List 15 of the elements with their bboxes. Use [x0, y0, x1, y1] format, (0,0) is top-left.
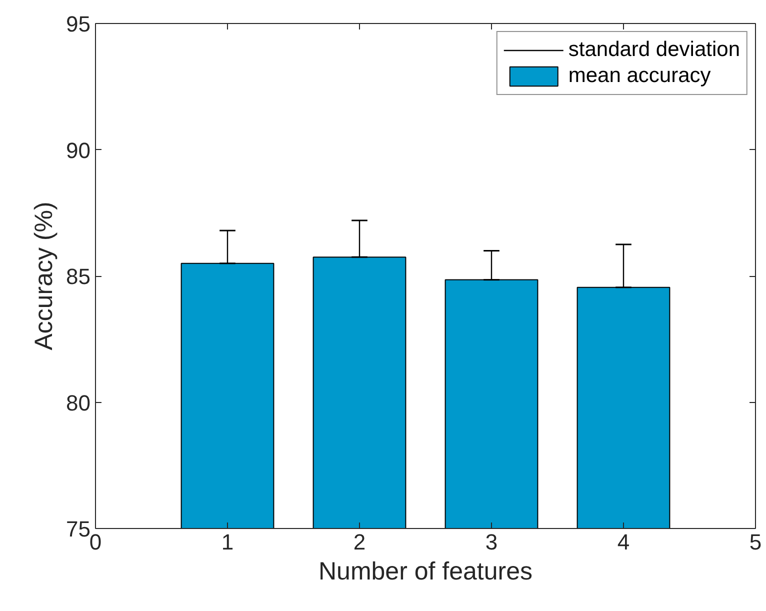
x-tick-label: 0 — [89, 530, 102, 554]
y-tick-label: 90 — [66, 138, 91, 163]
x-tick-label: 4 — [617, 530, 630, 554]
annotation: standard deviation — [568, 38, 740, 62]
x-tick-label: 1 — [221, 530, 234, 554]
y-tick-label: 95 — [66, 12, 91, 36]
y-tick-label: 85 — [66, 264, 91, 289]
legend-label: mean accuracy — [568, 64, 711, 88]
y-tick-label: 80 — [66, 390, 91, 416]
y-axis-title: Accuracy (%) — [30, 202, 58, 350]
x-axis-title: Number of features — [318, 558, 533, 586]
x-tick-label: 5 — [749, 530, 762, 554]
x-tick-label: 2 — [353, 530, 366, 554]
x-tick-label: 3 — [485, 530, 498, 554]
y-tick-label: 75 — [66, 516, 91, 542]
